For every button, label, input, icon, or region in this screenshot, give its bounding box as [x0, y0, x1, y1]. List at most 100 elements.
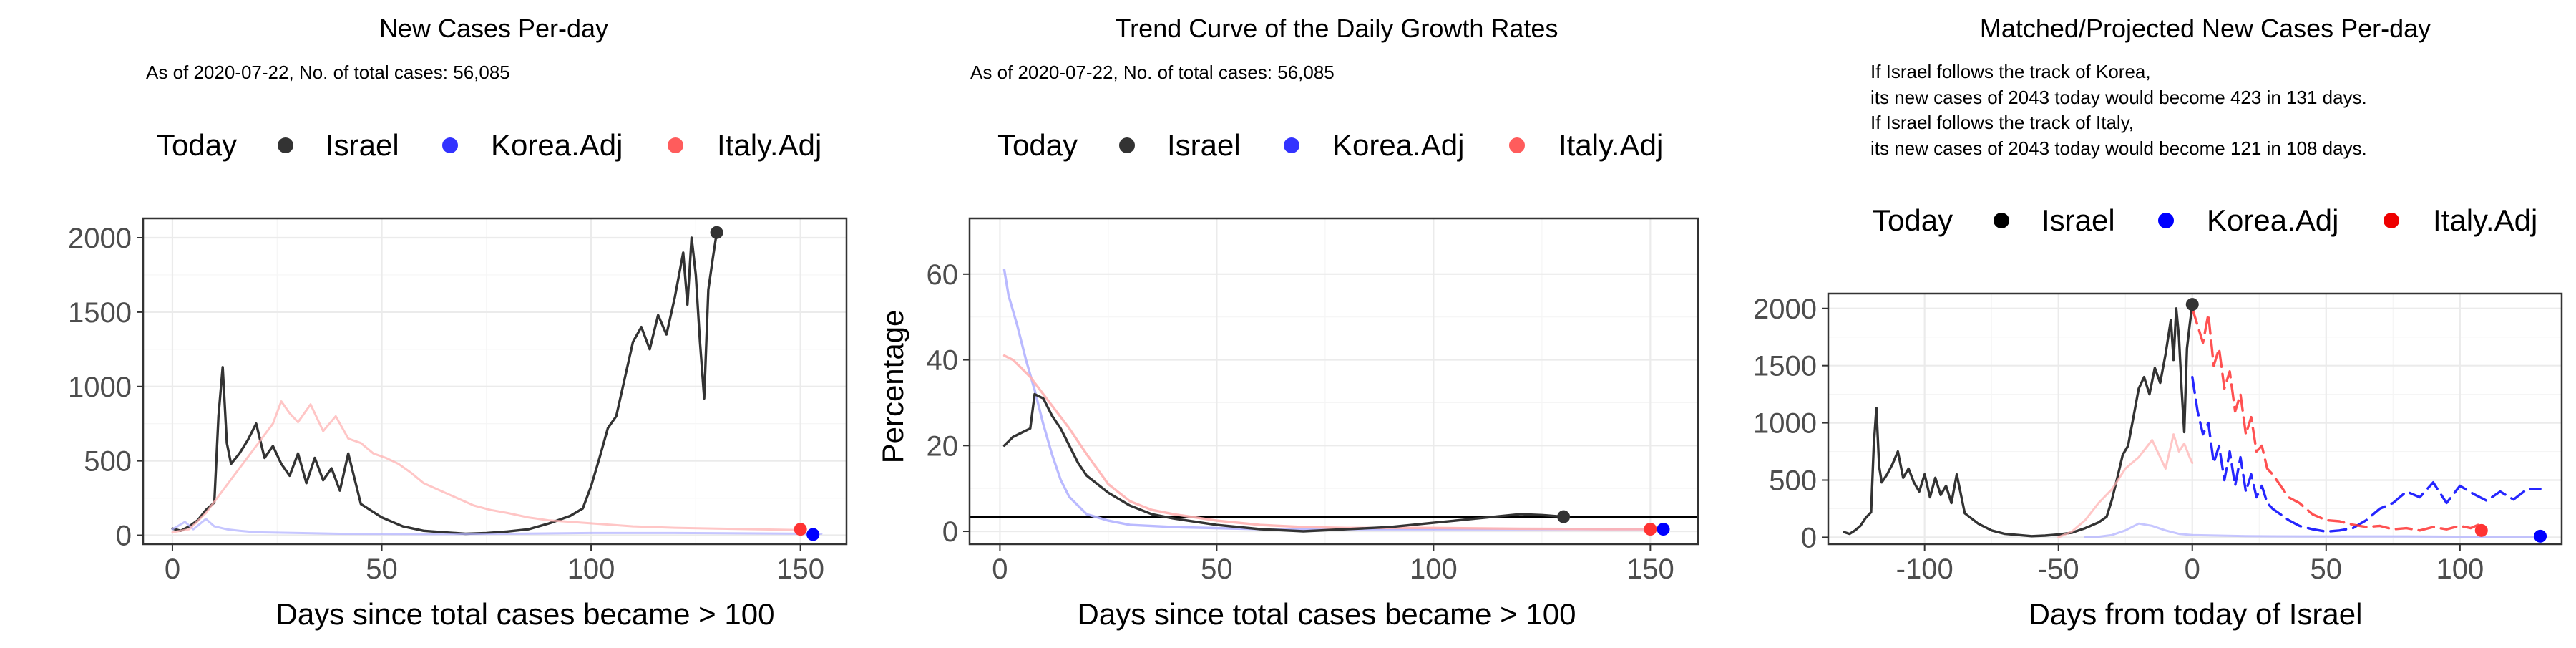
grid [970, 218, 1698, 544]
legend-title: Today [997, 128, 1078, 162]
series-group [1843, 303, 2542, 538]
x-tick-label: 0 [992, 553, 1008, 585]
annotation-line-4: its new cases of 2043 today would become… [1870, 137, 2367, 159]
today-point-italy-adj [1644, 523, 1657, 536]
x-axis-label: Days since total cases became > 100 [1078, 597, 1576, 631]
today-point-korea-adj [806, 528, 820, 541]
legend-key-korea [1284, 137, 1299, 153]
grid [143, 218, 847, 544]
y-tick-label: 1000 [68, 372, 132, 403]
legend-label-israel: Israel [326, 128, 399, 162]
legend-key-italy [1509, 137, 1525, 153]
annotation-line-3: If Israel follows the track of Italy, [1870, 112, 2134, 133]
series-line-korea-adj [2084, 522, 2542, 538]
series-line-korea-adj [1002, 269, 1665, 531]
today-point-korea-adj [1657, 523, 1670, 536]
x-tick-label: 50 [366, 553, 398, 585]
panel-border [1827, 292, 2563, 546]
legend-label-italy: Italy.Adj [1558, 128, 1663, 162]
series-line-italy-adj [171, 400, 802, 533]
x-tick-label: 100 [567, 553, 615, 585]
x-axis-label: Days from today of Israel [2029, 597, 2363, 631]
y-tick-label: 500 [1769, 465, 1817, 497]
series-line-israel [1002, 392, 1565, 533]
legend-label-italy: Italy.Adj [717, 128, 821, 162]
series-group [171, 231, 823, 536]
legend-key-korea [442, 137, 458, 153]
legend-label-italy: Italy.Adj [2433, 203, 2537, 237]
legend-title: Today [157, 128, 237, 162]
legend-label-korea: Korea.Adj [1332, 128, 1464, 162]
panel-border [968, 217, 1699, 546]
legend-key-italy [668, 137, 683, 153]
grid [1828, 294, 2562, 544]
legend-key-israel [1119, 137, 1135, 153]
today-point-italy-adj [794, 523, 807, 536]
y-axis-label: Percentage [876, 310, 909, 464]
y-tick-label: 0 [1801, 522, 1817, 553]
panel-new-cases: New Cases Per-day As of 2020-07-22, No. … [68, 14, 848, 631]
series-group [1002, 269, 1665, 533]
today-point-israel [710, 226, 723, 239]
legend-key-korea [2158, 213, 2174, 228]
x-tick-label: -50 [2038, 553, 2079, 585]
x-tick-label: -100 [1896, 553, 1953, 585]
legend-title: Today [1873, 203, 1953, 237]
y-tick-label: 1000 [1753, 408, 1817, 440]
legend-label-israel: Israel [1167, 128, 1241, 162]
today-point-israel [1557, 510, 1571, 523]
y-tick-label: 1500 [68, 297, 132, 329]
series-line-italy-adj [1002, 354, 1652, 531]
series-line-korea-adj-projected [2191, 376, 2542, 533]
legend-key-italy [2384, 213, 2399, 228]
chart-title: Matched/Projected New Cases Per-day [1980, 14, 2431, 43]
y-tick-label: 60 [927, 259, 959, 291]
panel-growth-rates: Trend Curve of the Daily Growth Rates As… [876, 14, 1699, 631]
x-tick-label: 150 [1626, 553, 1674, 585]
series-line-israel [171, 231, 718, 536]
y-tick-label: 2000 [1753, 294, 1817, 325]
series-line-italy-adj-projected [2191, 307, 2483, 532]
y-tick-label: 20 [927, 430, 959, 462]
x-tick-label: 100 [2436, 553, 2484, 585]
x-tick-label: 50 [1201, 553, 1233, 585]
y-tick-label: 1500 [1753, 351, 1817, 382]
x-tick-label: 0 [2185, 553, 2200, 585]
today-point-italy-adj [2474, 523, 2488, 537]
chart-subtitle: As of 2020-07-22, No. of total cases: 56… [970, 62, 1335, 83]
panel-projected: Matched/Projected New Cases Per-day If I… [1753, 14, 2563, 631]
legend: Today Israel Korea.Adj Italy.Adj [1873, 203, 2537, 237]
series-line-italy-adj [2057, 433, 2194, 538]
legend-key-israel [1994, 213, 2009, 228]
legend: Today Israel Korea.Adj Italy.Adj [157, 128, 821, 162]
series-line-israel [1843, 303, 2194, 538]
chart-subtitle: As of 2020-07-22, No. of total cases: 56… [146, 62, 510, 83]
x-tick-label: 150 [776, 553, 824, 585]
y-tick-label: 500 [84, 446, 132, 478]
series-line-korea-adj [171, 518, 823, 536]
legend-label-korea: Korea.Adj [2207, 203, 2338, 237]
y-tick-label: 2000 [68, 223, 132, 254]
legend: Today Israel Korea.Adj Italy.Adj [997, 128, 1663, 162]
y-tick-label: 0 [116, 521, 132, 552]
x-tick-label: 100 [1410, 553, 1458, 585]
today-point-israel [2185, 298, 2199, 311]
chart-title: Trend Curve of the Daily Growth Rates [1116, 14, 1558, 43]
panel-border [142, 217, 848, 546]
annotation-line-1: If Israel follows the track of Korea, [1870, 61, 2151, 82]
x-tick-label: 0 [165, 553, 180, 585]
y-tick-label: 0 [942, 516, 958, 548]
plot-area: 0 50 100 150 0 20 40 60 [927, 217, 1699, 585]
today-point-korea-adj [2534, 529, 2547, 543]
legend-label-korea: Korea.Adj [491, 128, 623, 162]
x-tick-label: 50 [2311, 553, 2343, 585]
x-axis-label: Days since total cases became > 100 [276, 597, 775, 631]
y-tick-label: 40 [927, 345, 959, 377]
annotation: If Israel follows the track of Korea, it… [1870, 61, 2367, 159]
